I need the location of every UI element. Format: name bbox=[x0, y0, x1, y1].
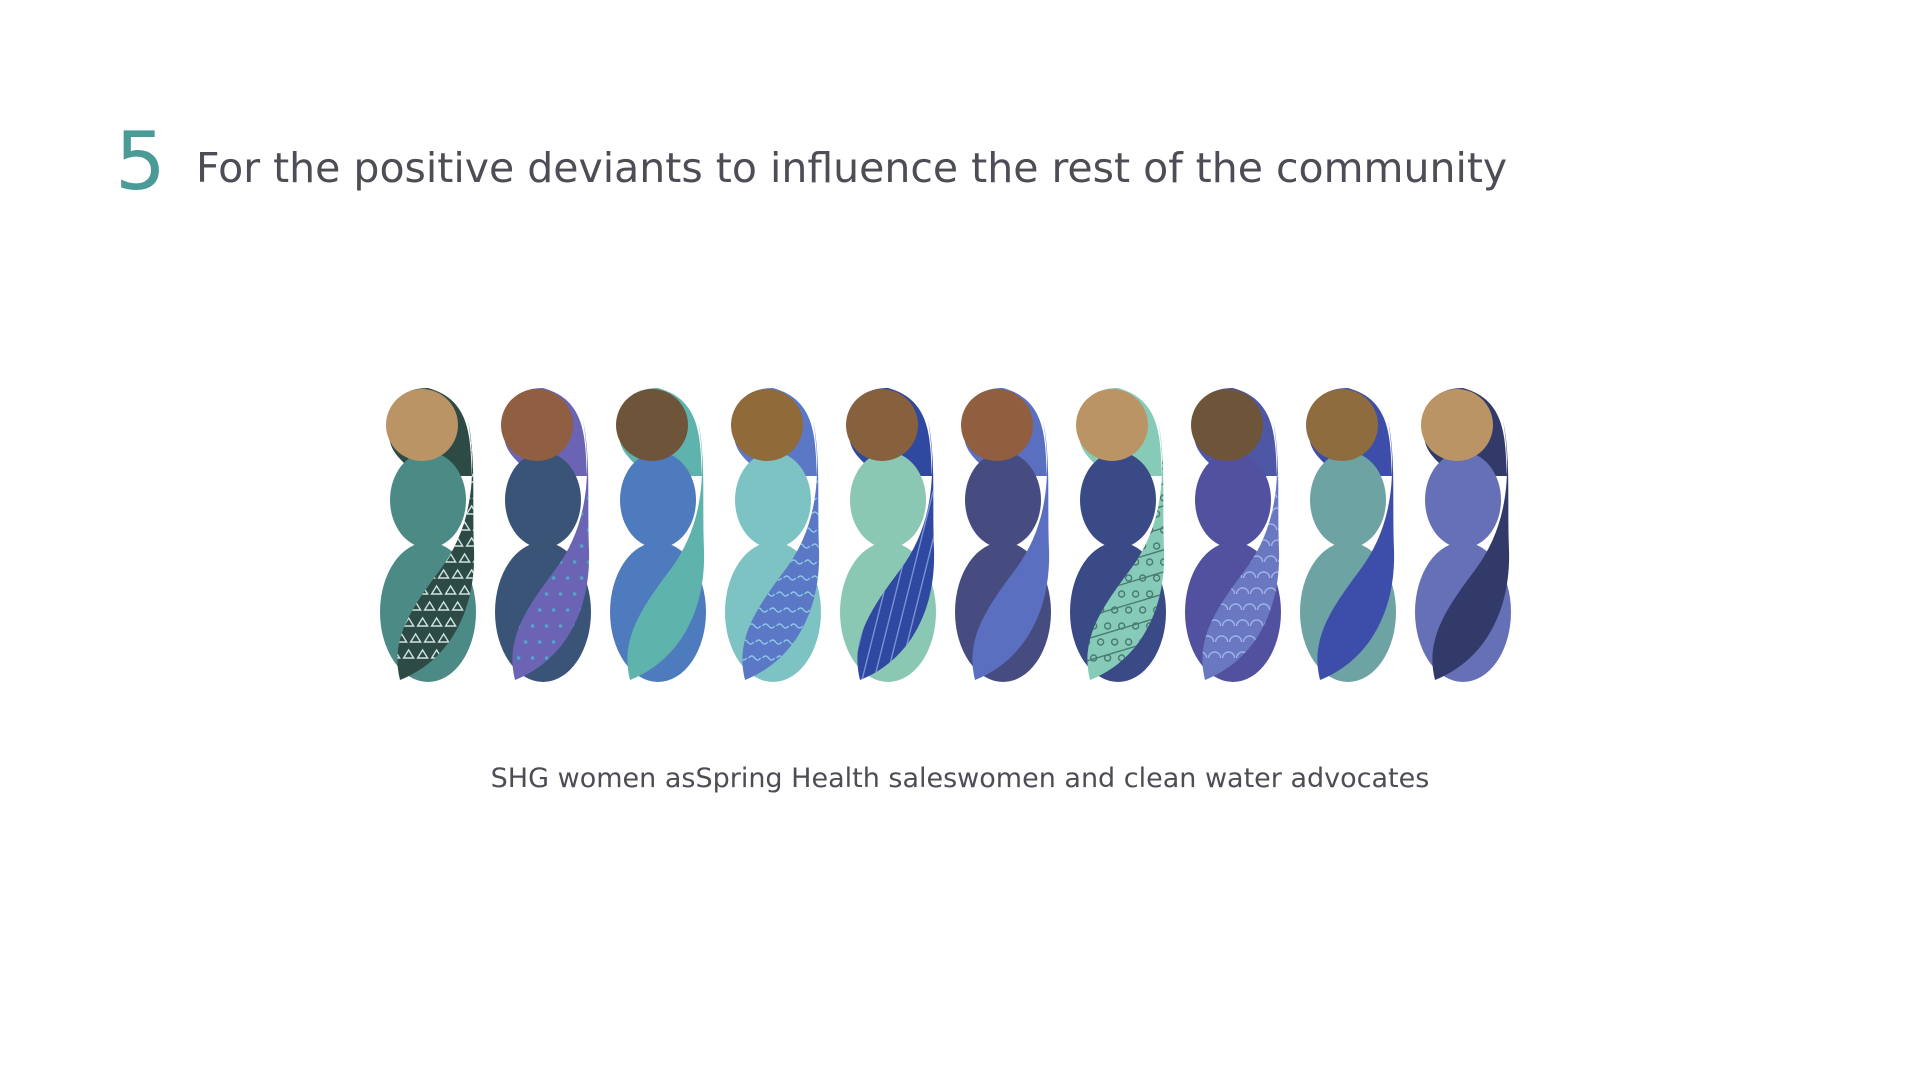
woman-figure-8 bbox=[1185, 388, 1281, 682]
woman-figure-4 bbox=[725, 388, 821, 682]
women-illustration bbox=[380, 388, 1511, 682]
woman-figure-10 bbox=[1415, 388, 1511, 682]
woman-figure-3 bbox=[610, 388, 706, 682]
woman-figure-1 bbox=[380, 388, 476, 682]
caption: SHG women asSpring Health saleswomen and… bbox=[490, 763, 1430, 794]
women-illustration-row bbox=[380, 380, 1570, 710]
woman-figure-9 bbox=[1300, 388, 1396, 682]
woman-figure-7 bbox=[1070, 388, 1166, 682]
woman-figure-2 bbox=[495, 388, 591, 682]
slide-title: For the positive deviants to influence t… bbox=[196, 144, 1508, 192]
woman-figure-6 bbox=[955, 388, 1051, 682]
step-number: 5 bbox=[115, 115, 166, 208]
woman-figure-5 bbox=[840, 388, 936, 682]
